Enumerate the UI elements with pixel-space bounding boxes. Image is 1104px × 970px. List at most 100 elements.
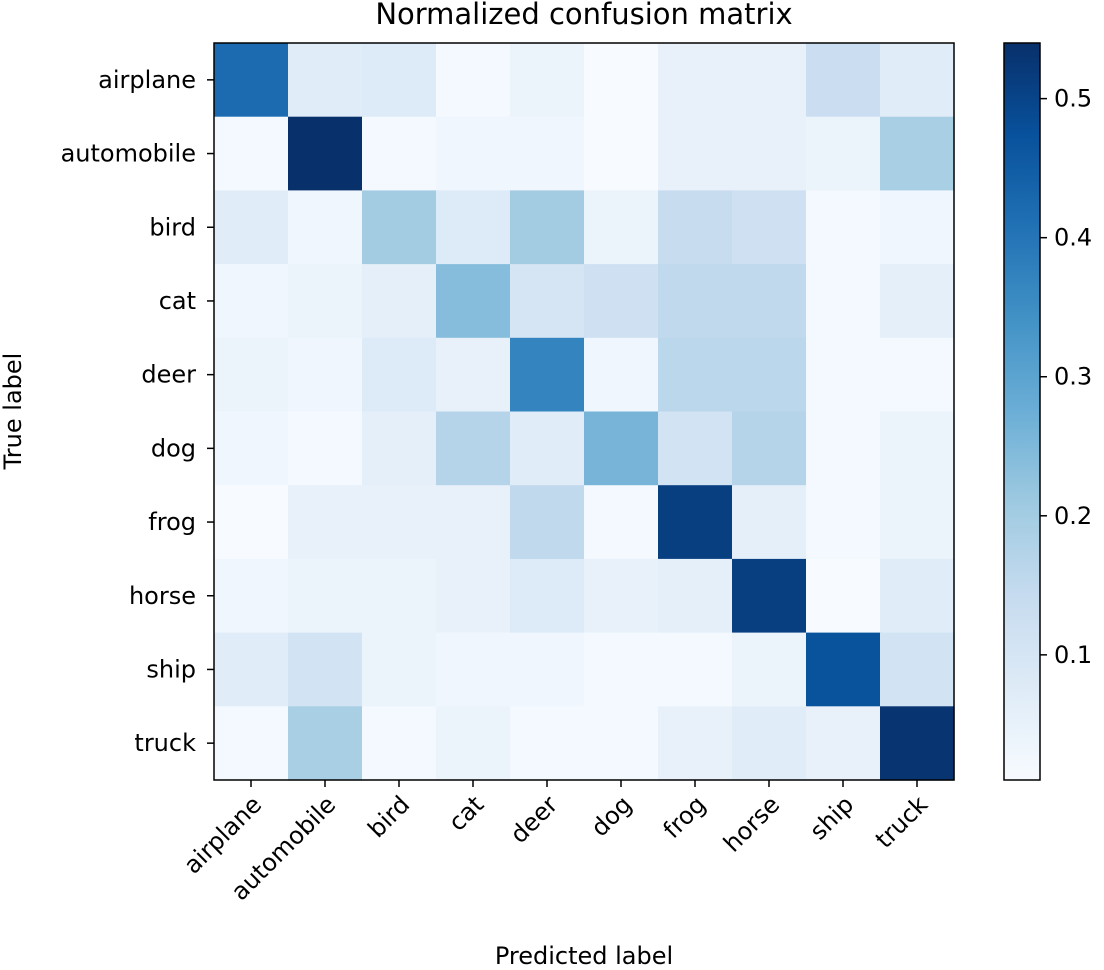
- heatmap-cell-airplane-ship: [806, 43, 881, 118]
- x-axis-label: Predicted label: [495, 942, 673, 970]
- colorbar-tick-label: 0.5: [1054, 85, 1092, 113]
- heatmap-cell-dog-horse: [732, 411, 807, 486]
- heatmap-cell-airplane-horse: [732, 43, 807, 118]
- y-tick-label-frog: frog: [148, 508, 196, 536]
- colorbar-tick-label: 0.1: [1054, 641, 1092, 669]
- heatmap-cell-airplane-dog: [584, 43, 659, 118]
- heatmap-cell-truck-bird: [362, 706, 437, 781]
- heatmap-cell-bird-cat: [436, 190, 511, 265]
- heatmap-cell-cat-dog: [584, 264, 659, 339]
- heatmap-cell-airplane-frog: [658, 43, 733, 118]
- heatmap-cell-dog-dog: [584, 411, 659, 486]
- heatmap-cell-automobile-horse: [732, 116, 807, 191]
- heatmap-cell-cat-cat: [436, 264, 511, 339]
- heatmap-cell-horse-bird: [362, 558, 437, 634]
- heatmap-cell-horse-ship: [806, 558, 881, 634]
- heatmap-cell-ship-airplane: [214, 632, 289, 707]
- heatmap-cell-automobile-cat: [436, 116, 511, 191]
- heatmap-cell-horse-dog: [584, 558, 659, 634]
- y-axis-label: True label: [0, 353, 27, 471]
- heatmap-cell-dog-automobile: [288, 411, 363, 486]
- heatmap-cell-automobile-bird: [362, 116, 437, 191]
- heatmap-cell-bird-airplane: [214, 190, 289, 265]
- heatmap-cell-ship-dog: [584, 632, 659, 707]
- heatmap-cell-cat-automobile: [288, 264, 363, 339]
- x-tick-label-dog: dog: [586, 790, 638, 842]
- heatmap-cell-automobile-dog: [584, 116, 659, 191]
- colorbar-tick-label: 0.2: [1054, 502, 1092, 530]
- y-tick-label-airplane: airplane: [98, 66, 196, 94]
- heatmap-cell-frog-horse: [732, 485, 807, 560]
- heatmap-cell-dog-airplane: [214, 411, 289, 486]
- heatmap-cell-bird-frog: [658, 190, 733, 265]
- heatmap-cell-deer-cat: [436, 337, 511, 413]
- heatmap-cell-ship-frog: [658, 632, 733, 707]
- heatmap-cell-deer-dog: [584, 337, 659, 413]
- colorbar-ticks: 0.1 0.2 0.3 0.4 0.5: [1040, 85, 1092, 669]
- heatmap-cell-deer-frog: [658, 337, 733, 413]
- x-tick-label-bird: bird: [362, 790, 415, 843]
- y-tick-label-ship: ship: [146, 655, 196, 683]
- y-axis-ticks: airplane automobile bird cat deer dog frog hors…: [61, 66, 214, 757]
- heatmap-cell-dog-ship: [806, 411, 881, 486]
- colorbar-tick-label: 0.4: [1054, 224, 1092, 252]
- heatmap-cell-cat-airplane: [214, 264, 289, 339]
- heatmap-cell-cat-truck: [880, 264, 955, 339]
- heatmap-cell-horse-cat: [436, 558, 511, 634]
- heatmap-cell-bird-truck: [880, 190, 955, 265]
- heatmap-cell-cat-ship: [806, 264, 881, 339]
- x-tick-label-deer: deer: [505, 790, 564, 849]
- heatmap-cell-deer-deer: [510, 337, 585, 413]
- heatmap-cell-airplane-cat: [436, 43, 511, 118]
- y-tick-label-bird: bird: [149, 213, 196, 241]
- heatmap-cell-frog-frog: [658, 485, 733, 560]
- heatmap-cell-truck-airplane: [214, 706, 289, 781]
- heatmap-cell-frog-automobile: [288, 485, 363, 560]
- heatmap-cell-truck-automobile: [288, 706, 363, 781]
- y-tick-label-cat: cat: [159, 287, 196, 315]
- heatmap-cell-dog-frog: [658, 411, 733, 486]
- heatmap-cell-bird-dog: [584, 190, 659, 265]
- x-tick-label-frog: frog: [658, 790, 712, 844]
- heatmap-cell-dog-deer: [510, 411, 585, 486]
- heatmap-cell-airplane-bird: [362, 43, 437, 118]
- heatmap-cell-cat-bird: [362, 264, 437, 339]
- heatmap-cell-bird-bird: [362, 190, 437, 265]
- heatmap-cell-horse-horse: [732, 558, 807, 634]
- heatmap-cell-deer-automobile: [288, 337, 363, 413]
- chart-title: Normalized confusion matrix: [375, 0, 792, 31]
- heatmap-cell-airplane-airplane: [214, 43, 289, 118]
- colorbar: [1003, 42, 1041, 781]
- heatmap-cell-horse-frog: [658, 558, 733, 634]
- heatmap-cell-ship-bird: [362, 632, 437, 707]
- y-tick-label-deer: deer: [141, 361, 196, 389]
- heatmap-cell-deer-truck: [880, 337, 955, 413]
- heatmap-cell-automobile-frog: [658, 116, 733, 191]
- heatmap-cell-bird-ship: [806, 190, 881, 265]
- heatmap-cell-frog-airplane: [214, 485, 289, 560]
- colorbar-tick-label: 0.3: [1054, 363, 1092, 391]
- heatmap-cell-cat-deer: [510, 264, 585, 339]
- heatmap-cell-frog-deer: [510, 485, 585, 560]
- heatmap-cell-ship-deer: [510, 632, 585, 707]
- heatmap-cell-ship-horse: [732, 632, 807, 707]
- x-tick-label-ship: ship: [804, 790, 859, 845]
- heatmap-cell-automobile-automobile: [288, 116, 363, 191]
- x-tick-label-horse: horse: [718, 790, 785, 857]
- heatmap-cell-horse-deer: [510, 558, 585, 634]
- x-tick-label-cat: cat: [443, 790, 489, 836]
- heatmap-cell-automobile-ship: [806, 116, 881, 191]
- heatmap-cell-deer-ship: [806, 337, 881, 413]
- heatmap-cell-dog-cat: [436, 411, 511, 486]
- heatmap-cell-deer-airplane: [214, 337, 289, 413]
- y-tick-label-truck: truck: [134, 729, 196, 757]
- heatmap-cell-deer-horse: [732, 337, 807, 413]
- heatmap-cell-automobile-truck: [880, 116, 955, 191]
- heatmap-cell-truck-ship: [806, 706, 881, 781]
- heatmap-cell-frog-bird: [362, 485, 437, 560]
- heatmap-cell-automobile-deer: [510, 116, 585, 191]
- heatmap-cell-airplane-automobile: [288, 43, 363, 118]
- heatmap-cell-ship-ship: [806, 632, 881, 707]
